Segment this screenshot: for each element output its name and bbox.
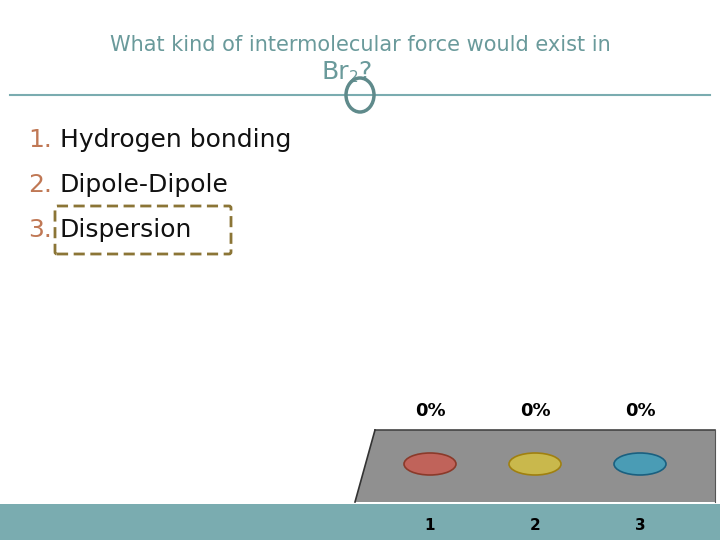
Text: 0%: 0%	[625, 402, 655, 420]
Text: 0%: 0%	[415, 402, 445, 420]
Text: 3: 3	[635, 518, 645, 534]
Text: 3.: 3.	[28, 218, 52, 242]
Text: ?: ?	[358, 60, 372, 84]
Bar	[0, 504, 720, 540]
Text: 2.: 2.	[28, 173, 52, 197]
Text: Dipole-Dipole: Dipole-Dipole	[60, 173, 229, 197]
Text: Dispersion: Dispersion	[60, 218, 192, 242]
Text: 1: 1	[425, 518, 436, 534]
Text: Br: Br	[321, 60, 348, 84]
Ellipse shape	[509, 453, 561, 475]
Text: Hydrogen bonding: Hydrogen bonding	[60, 128, 292, 152]
Ellipse shape	[404, 453, 456, 475]
Polygon shape	[355, 430, 715, 502]
Text: 1.: 1.	[28, 128, 52, 152]
Ellipse shape	[614, 453, 666, 475]
Text: What kind of intermolecular force would exist in: What kind of intermolecular force would …	[109, 35, 611, 55]
Text: 2: 2	[349, 71, 359, 85]
Text: 2: 2	[530, 518, 541, 534]
Text: 0%: 0%	[520, 402, 550, 420]
